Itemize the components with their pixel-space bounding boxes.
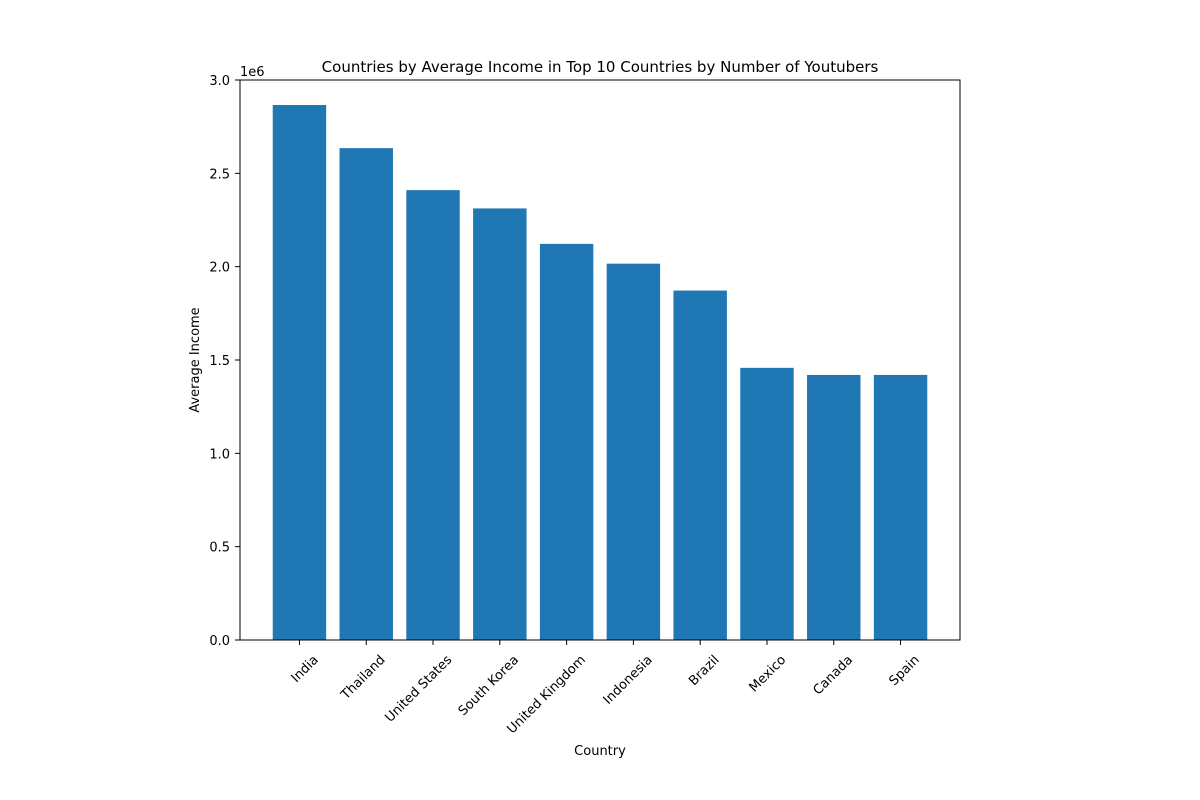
bar-south-korea bbox=[473, 208, 527, 640]
y-ticks-group: 0.0 0.5 1.0 1.5 2.0 2.5 3.0 bbox=[209, 74, 240, 649]
x-tick-label: Brazil bbox=[686, 653, 722, 689]
x-tick-label: Indonesia bbox=[601, 653, 656, 708]
x-tick-label: India bbox=[289, 653, 322, 686]
x-axis-title: Country bbox=[574, 744, 626, 759]
y-tick-label: 1.5 bbox=[209, 354, 230, 369]
bar-india bbox=[272, 105, 327, 641]
y-offset-label: 1e6 bbox=[240, 65, 265, 80]
x-tick-label: United States bbox=[382, 652, 455, 725]
y-tick-label: 1.0 bbox=[209, 447, 230, 462]
y-tick-label: 2.0 bbox=[209, 261, 230, 276]
y-tick-label: 0.0 bbox=[209, 634, 230, 649]
bar-united-states bbox=[406, 190, 460, 640]
bar-brazil bbox=[673, 290, 727, 640]
bar-thailand bbox=[339, 148, 393, 640]
y-axis-title: Average Income bbox=[188, 307, 203, 412]
x-tick-label: Mexico bbox=[747, 653, 790, 696]
x-tick-label: Thailand bbox=[338, 653, 389, 704]
bar-indonesia bbox=[606, 263, 661, 640]
bar-canada bbox=[807, 374, 861, 640]
y-tick-label: 0.5 bbox=[209, 541, 230, 556]
bar-mexico bbox=[740, 367, 794, 640]
x-tick-label: Canada bbox=[810, 653, 856, 699]
bar-spain bbox=[873, 374, 928, 640]
x-tick-label: Spain bbox=[887, 653, 923, 689]
y-tick-label: 2.5 bbox=[209, 167, 230, 182]
bar-united-kingdom bbox=[539, 243, 594, 641]
bars-group bbox=[272, 105, 928, 641]
y-tick-label: 3.0 bbox=[209, 74, 230, 89]
x-tick-label: South Korea bbox=[456, 653, 522, 719]
chart-title: Countries by Average Income in Top 10 Co… bbox=[322, 58, 879, 76]
